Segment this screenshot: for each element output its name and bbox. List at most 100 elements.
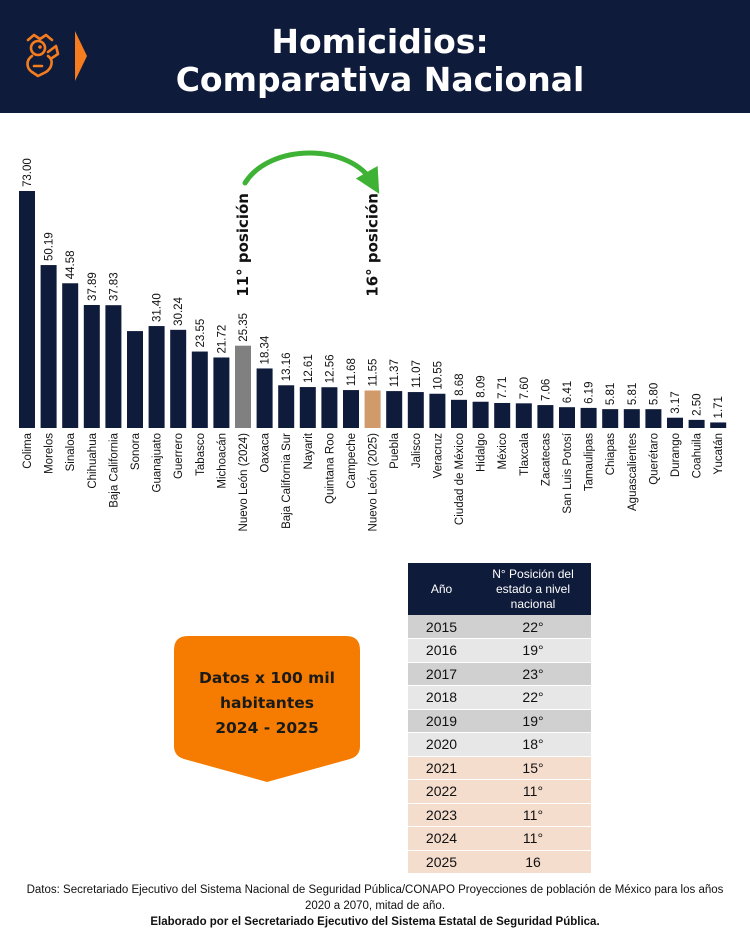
year-cell: 2024 <box>408 826 475 851</box>
category-label-tamaulipas: Tamaulipas <box>584 433 596 491</box>
year-cell: 2018 <box>408 685 475 710</box>
category-label-chiapas: Chiapas <box>605 433 617 475</box>
value-label-guerrero: 30.24 <box>173 296 185 325</box>
table-row: 2018 22° <box>408 685 591 710</box>
value-label-tabasco: 23.55 <box>195 319 207 348</box>
value-label-tlaxcala: 7.60 <box>519 377 531 399</box>
units-badge <box>174 636 360 782</box>
category-label-yucatan: Yucatán <box>713 433 725 475</box>
bar-baja-california-sur <box>278 385 295 428</box>
position-cell: 11° <box>475 779 591 804</box>
position-cell: 16 <box>475 850 591 874</box>
year-cell: 2023 <box>408 803 475 827</box>
bar-jalisco <box>407 392 424 428</box>
value-label-guanajuato: 31.40 <box>152 293 164 322</box>
category-label-guerrero: Guerrero <box>173 433 185 479</box>
category-label-coahuila: Coahuila <box>692 432 704 478</box>
bar-nayarit <box>299 387 316 428</box>
category-label-baja-california-sur: Baja California Sur <box>281 433 293 529</box>
bar-guerrero <box>170 329 187 428</box>
value-label-tamaulipas: 6.19 <box>584 382 596 404</box>
table-row: 2020 18° <box>408 732 591 757</box>
col-header-position: N° Posición del estado a nivel nacional <box>475 563 591 615</box>
category-label-baja-california: Baja California <box>108 432 120 507</box>
bar-campeche <box>343 390 359 428</box>
value-label-hidalgo: 8.09 <box>476 375 488 397</box>
bar-tamaulipas <box>580 407 597 428</box>
value-label-campeche: 11.68 <box>346 358 358 386</box>
value-label-zacatecas: 7.06 <box>540 379 552 401</box>
category-label-durango: Durango <box>670 433 682 477</box>
bar-san-luis-potosi <box>559 407 575 428</box>
category-label-queretaro: Querétaro <box>648 433 660 485</box>
category-label-puebla: Puebla <box>389 432 401 468</box>
position-annotation-2: 16° posición <box>364 193 382 297</box>
category-label-guanajuato: Guanajuato <box>152 433 164 492</box>
value-label-oaxaca: 18.34 <box>260 335 272 364</box>
value-label-baja-california-sur: 13.16 <box>281 352 293 381</box>
value-label-chihuahua: 37.89 <box>87 272 99 301</box>
bar-chiapas <box>602 409 619 428</box>
value-label-michoacan: 21.72 <box>216 325 228 354</box>
table-row: 2017 23° <box>408 662 591 686</box>
value-label-nuevo-leon-2024: 25.35 <box>238 313 250 342</box>
category-label-colima: Colima <box>22 432 34 468</box>
source-note: Datos: Secretariado Ejecutivo del Sistem… <box>0 882 750 930</box>
year-cell: 2017 <box>408 662 475 686</box>
bar-sinaloa <box>62 283 79 428</box>
table-row: 2019 19° <box>408 709 591 733</box>
year-cell: 2015 <box>408 615 475 639</box>
category-label-oaxaca: Oaxaca <box>260 432 272 472</box>
table-row: 2023 11° <box>408 803 591 827</box>
table-row: 2024 11° <box>408 826 591 851</box>
category-label-quintana-roo: Quintana Roo <box>324 433 336 504</box>
source-line1: Datos: Secretariado Ejecutivo del Sistem… <box>26 884 724 912</box>
table-row: 2016 19° <box>408 638 591 663</box>
year-cell: 2016 <box>408 638 475 663</box>
bar-morelos <box>40 265 57 428</box>
year-cell: 2019 <box>408 709 475 733</box>
position-cell: 22° <box>475 685 591 710</box>
value-label-sinaloa: 44.58 <box>65 250 77 279</box>
position-cell: 22° <box>475 615 591 639</box>
category-label-veracruz: Veracruz <box>432 433 444 479</box>
table-row: 2025 16 <box>408 850 591 874</box>
value-label-morelos: 50.19 <box>44 232 56 261</box>
units-badge-text: Datos x 100 mil habitantes 2024 - 2025 <box>174 666 360 741</box>
year-cell: 2025 <box>408 850 475 874</box>
position-cell: 11° <box>475 826 591 851</box>
value-label-baja-california: 37.83 <box>108 272 120 301</box>
position-table: Año N° Posición del estado a nivel nacio… <box>408 563 591 874</box>
value-label-aguascalientes: 5.81 <box>627 383 639 405</box>
category-label-campeche: Campeche <box>346 433 358 489</box>
page-title-line1: Homicidios: <box>271 22 489 61</box>
year-cell: 2021 <box>408 756 475 780</box>
bar-zacatecas <box>537 405 554 428</box>
value-label-veracruz: 10.55 <box>432 361 444 390</box>
value-label-queretaro: 5.80 <box>648 383 660 405</box>
bar-coahuila <box>688 419 705 428</box>
bar-michoacan <box>213 357 230 428</box>
bar-tlaxcala <box>515 403 532 428</box>
value-label-nayarit: 12.61 <box>303 354 315 383</box>
value-label-yucatan: 1.71 <box>713 396 725 418</box>
bar-puebla <box>386 391 403 428</box>
bar-sonora <box>127 331 143 428</box>
category-label-nuevo-leon-2025: Nuevo León (2025) <box>368 433 380 532</box>
bar-nuevo-leon-2024 <box>235 345 251 428</box>
category-label-nayarit: Nayarit <box>303 432 315 469</box>
value-label-san-luis-potosi: 6.41 <box>562 381 574 403</box>
badge-line3: 2024 - 2025 <box>215 719 319 737</box>
category-label-chihuahua: Chihuahua <box>87 432 99 488</box>
value-label-jalisco: 11.07 <box>411 360 423 388</box>
bar-queretaro <box>645 409 662 428</box>
bar-veracruz <box>429 393 446 428</box>
bar-yucatan <box>710 422 727 428</box>
badge-line1: Datos x 100 mil <box>199 669 335 687</box>
category-label-nuevo-leon-2024: Nuevo León (2024) <box>238 433 250 532</box>
bar-aguascalientes <box>623 409 640 428</box>
category-label-mexico: México <box>497 433 509 469</box>
category-label-sonora: Sonora <box>130 432 142 470</box>
value-label-quintana-roo: 12.56 <box>324 354 336 383</box>
bar-nuevo-leon-2025 <box>364 390 381 428</box>
